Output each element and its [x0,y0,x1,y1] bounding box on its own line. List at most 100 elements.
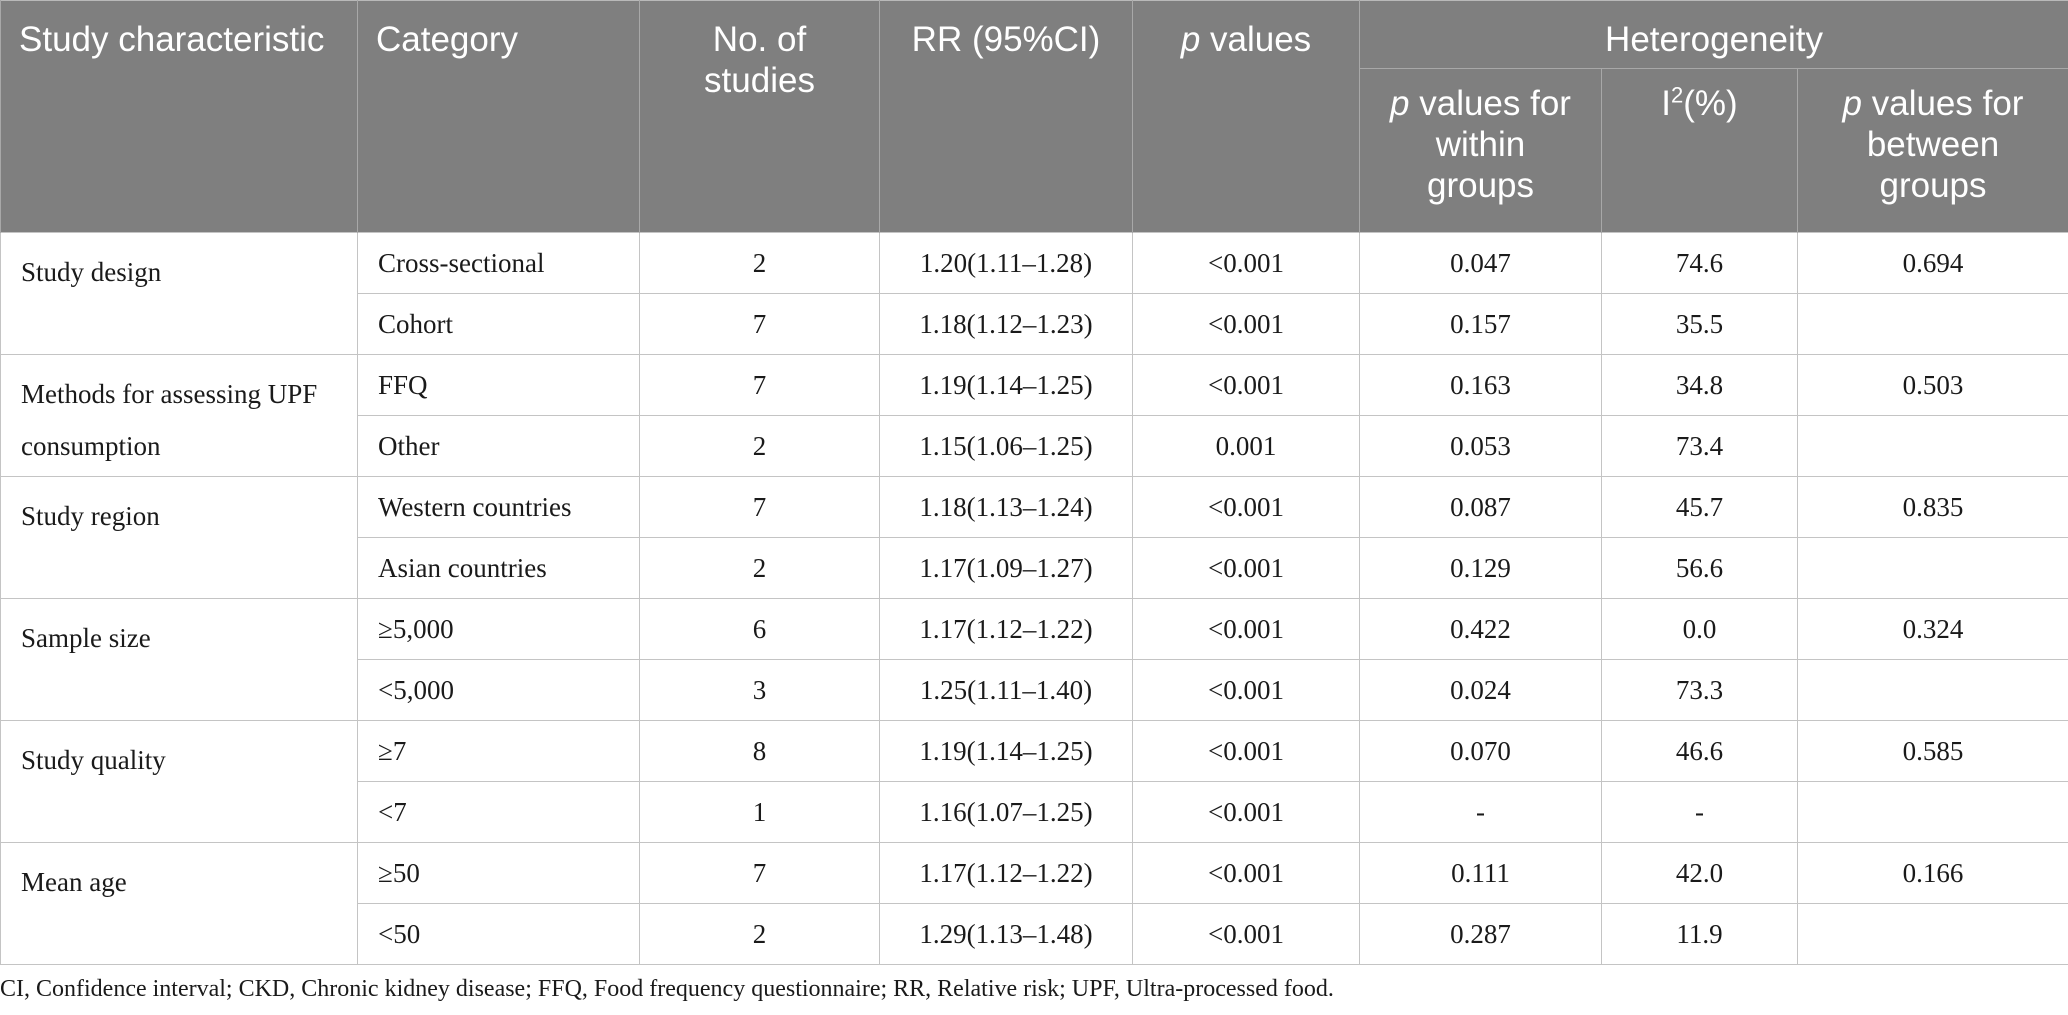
table-row: Study design Cross-sectional 2 1.20(1.11–1.… [0,232,2068,355]
cell-category: Cohort [357,293,640,355]
cell-p-value: <0.001 [1132,476,1360,538]
cell-rr: 1.29(1.13–1.48) [879,903,1133,965]
table-row: Study quality ≥7 8 1.19(1.14–1.25) <0.001 0.0… [0,720,2068,843]
header-heterogeneity: Heterogeneity [1358,0,2068,69]
header-category: Category [357,0,640,233]
header-p-values: p values [1132,0,1360,233]
cell-p-within: 0.157 [1359,293,1602,355]
cell-category: Other [357,415,640,477]
cell-no-of-studies: 7 [639,476,880,538]
cell-category: <50 [357,903,640,965]
cell-p-value: <0.001 [1132,903,1360,965]
cell-p-value: <0.001 [1132,354,1360,416]
cell-no-of-studies: 2 [639,537,880,599]
table-footnote: CI, Confidence interval; CKD, Chronic ki… [0,976,1334,1002]
cell-rr: 1.18(1.12–1.23) [879,293,1133,355]
table-row: Mean age ≥50 7 1.17(1.12–1.22) <0.001 0.111 42… [0,842,2068,965]
cell-i2: 34.8 [1601,354,1798,416]
header-study-characteristic: Study characteristic [0,0,358,233]
cell-i2: 42.0 [1601,842,1798,904]
cell-category: Cross-sectional [357,232,640,294]
cell-p-within: 0.070 [1359,720,1602,782]
table-row: Methods for assessing UPF consumption FFQ… [0,354,2068,477]
cell-rr: 1.20(1.11–1.28) [879,232,1133,294]
cell-no-of-studies: 7 [639,842,880,904]
table-body: Study design Cross-sectional 2 1.20(1.11–1.… [0,232,2068,965]
cell-no-of-studies: 3 [639,659,880,721]
cell-p-value: <0.001 [1132,720,1360,782]
header-no-of-studies: No. of studies [639,0,880,233]
cell-i2: 56.6 [1601,537,1798,599]
cell-p-within: 0.287 [1359,903,1602,965]
header-p-within: p values for within groups [1359,68,1602,233]
cell-p-value: <0.001 [1132,659,1360,721]
cell-p-within: 0.024 [1359,659,1602,721]
cell-p-within: 0.111 [1359,842,1602,904]
cell-rr: 1.18(1.13–1.24) [879,476,1133,538]
cell-no-of-studies: 1 [639,781,880,843]
cell-p-value: <0.001 [1132,781,1360,843]
cell-p-within: 0.422 [1359,598,1602,660]
cell-no-of-studies: 7 [639,293,880,355]
cell-p-within: - [1359,781,1602,843]
cell-p-within: 0.087 [1359,476,1602,538]
cell-p-value: <0.001 [1132,293,1360,355]
cell-p-within: 0.047 [1359,232,1602,294]
table-row: Asian countries 2 1.17(1.09–1.27) <0.001 0.1… [1,537,2068,599]
table-row: <50 2 1.29(1.13–1.48) <0.001 0.287 11.9 [1,903,2068,965]
cell-p-within: 0.163 [1359,354,1602,416]
table-row: Sample size ≥5,000 6 1.17(1.12–1.22) <0.001 0… [0,598,2068,721]
cell-no-of-studies: 8 [639,720,880,782]
cell-rr: 1.16(1.07–1.25) [879,781,1133,843]
cell-category: <5,000 [357,659,640,721]
cell-i2: - [1601,781,1798,843]
cell-p-between: 0.503 [1796,354,2068,416]
cell-p-between [1796,659,2068,721]
cell-p-value: <0.001 [1132,232,1360,294]
table-row: <5,000 3 1.25(1.11–1.40) <0.001 0.024 73.3 [1,659,2068,721]
cell-p-within: 0.053 [1359,415,1602,477]
header-rr: RR (95%CI) [879,0,1133,233]
cell-no-of-studies: 6 [639,598,880,660]
cell-rr: 1.17(1.12–1.22) [879,842,1133,904]
cell-rr: 1.15(1.06–1.25) [879,415,1133,477]
cell-rr: 1.17(1.12–1.22) [879,598,1133,660]
cell-category: <7 [357,781,640,843]
cell-p-value: <0.001 [1132,537,1360,599]
cell-study-characteristic: Study quality [0,720,358,843]
cell-study-characteristic: Mean age [0,842,358,965]
cell-category: ≥50 [357,842,640,904]
cell-p-between [1796,781,2068,843]
table-row: Other 2 1.15(1.06–1.25) 0.001 0.053 73.4 [1,415,2068,477]
cell-p-between [1796,415,2068,477]
cell-p-value: <0.001 [1132,598,1360,660]
cell-i2: 35.5 [1601,293,1798,355]
header-i2: I2(%) [1601,68,1798,233]
cell-p-value: 0.001 [1132,415,1360,477]
cell-p-between: 0.324 [1796,598,2068,660]
cell-p-between [1796,537,2068,599]
subgroup-analysis-table: Study characteristic Category No. of stu… [0,0,2068,965]
cell-study-characteristic: Study region [0,476,358,599]
cell-i2: 73.4 [1601,415,1798,477]
cell-category: FFQ [357,354,640,416]
cell-p-between: 0.835 [1796,476,2068,538]
cell-study-characteristic: Methods for assessing UPF consumption [0,354,358,477]
cell-category: ≥5,000 [357,598,640,660]
cell-rr: 1.19(1.14–1.25) [879,354,1133,416]
cell-i2: 0.0 [1601,598,1798,660]
table-row: Cohort 7 1.18(1.12–1.23) <0.001 0.157 35.5 [1,293,2068,355]
cell-i2: 73.3 [1601,659,1798,721]
cell-no-of-studies: 2 [639,232,880,294]
cell-study-characteristic: Sample size [0,598,358,721]
cell-no-of-studies: 7 [639,354,880,416]
table-row: <7 1 1.16(1.07–1.25) <0.001- - [1,781,2068,843]
header-p-between: p values for between groups [1796,68,2068,233]
table-header: Study characteristic Category No. of stu… [0,0,2068,233]
cell-i2: 11.9 [1601,903,1798,965]
cell-no-of-studies: 2 [639,903,880,965]
cell-p-between: 0.694 [1796,232,2068,294]
cell-rr: 1.19(1.14–1.25) [879,720,1133,782]
cell-p-between: 0.585 [1796,720,2068,782]
cell-rr: 1.17(1.09–1.27) [879,537,1133,599]
